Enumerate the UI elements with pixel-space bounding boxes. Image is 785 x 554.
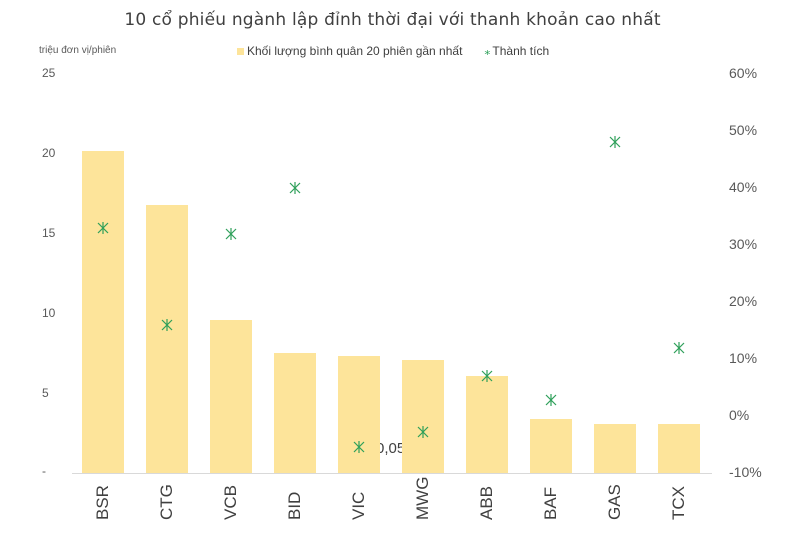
x-tick-label: CTG: [157, 484, 176, 520]
chart-title: 10 cổ phiếu ngành lập đỉnh thời đại với …: [124, 10, 661, 30]
x-tick-label: BAF: [541, 486, 560, 520]
right-tick: 40%: [729, 179, 758, 195]
right-tick: 0%: [729, 407, 750, 423]
x-tick-label: GAS: [605, 484, 624, 520]
right-tick: 30%: [729, 236, 758, 252]
legend-item-volume: Khối lượng bình quân 20 phiên gần nhất: [237, 44, 462, 58]
legend-item-performance: ⁎ Thành tích: [484, 44, 549, 58]
star-marker-icon: [97, 221, 109, 234]
x-tick-label: TCX: [669, 486, 688, 520]
star-marker-icon: [545, 394, 557, 407]
right-tick: 60%: [729, 65, 758, 81]
right-tick: 10%: [729, 350, 758, 366]
bar-baf: [530, 418, 572, 473]
bar-vcb: [210, 319, 252, 473]
star-marker-icon: [289, 182, 301, 194]
bar-swatch-icon: [237, 47, 244, 55]
bar-gas: [594, 423, 636, 473]
star-marker-icon: [353, 441, 365, 454]
star-marker-icon: [609, 136, 621, 149]
left-axis-unit: triệu đơn vị/phiên: [39, 45, 117, 56]
left-tick: 10: [42, 306, 56, 320]
legend-label-performance: Thành tích: [492, 44, 550, 58]
star-marker-icon: ⁎: [484, 44, 491, 58]
bar-mwg: [402, 359, 444, 473]
left-tick: 20: [42, 146, 56, 160]
bar-vic: [338, 356, 380, 473]
star-marker-icon: [673, 341, 685, 354]
right-tick: 20%: [729, 293, 758, 309]
x-tick-label: BID: [285, 491, 304, 520]
x-tick-label: MWG: [413, 476, 432, 520]
star-marker-icon: [225, 227, 237, 240]
star-marker-icon: [417, 425, 429, 438]
right-tick: -10%: [729, 464, 762, 480]
bar-bid: [274, 353, 316, 473]
left-tick: 15: [42, 226, 56, 240]
left-tick: 5: [42, 386, 49, 400]
x-tick-label: VCB: [221, 485, 240, 520]
bar-tcx: [658, 423, 700, 473]
left-tick: -: [42, 464, 46, 478]
star-marker-icon: [161, 318, 173, 331]
left-tick: 25: [42, 66, 56, 80]
legend-label-volume: Khối lượng bình quân 20 phiên gần nhất: [247, 44, 463, 58]
bar-ctg: [146, 204, 188, 473]
x-tick-label: ABB: [477, 485, 496, 520]
right-tick: 50%: [729, 122, 758, 138]
x-tick-label: BSR: [93, 485, 112, 520]
x-tick-label: VIC: [349, 491, 368, 520]
star-marker-icon: [481, 370, 493, 383]
bar-abb: [466, 375, 508, 473]
bar-bsr: [82, 150, 124, 473]
legend: Khối lượng bình quân 20 phiên gần nhất ⁎…: [237, 44, 571, 58]
x-axis-line: [72, 473, 712, 474]
